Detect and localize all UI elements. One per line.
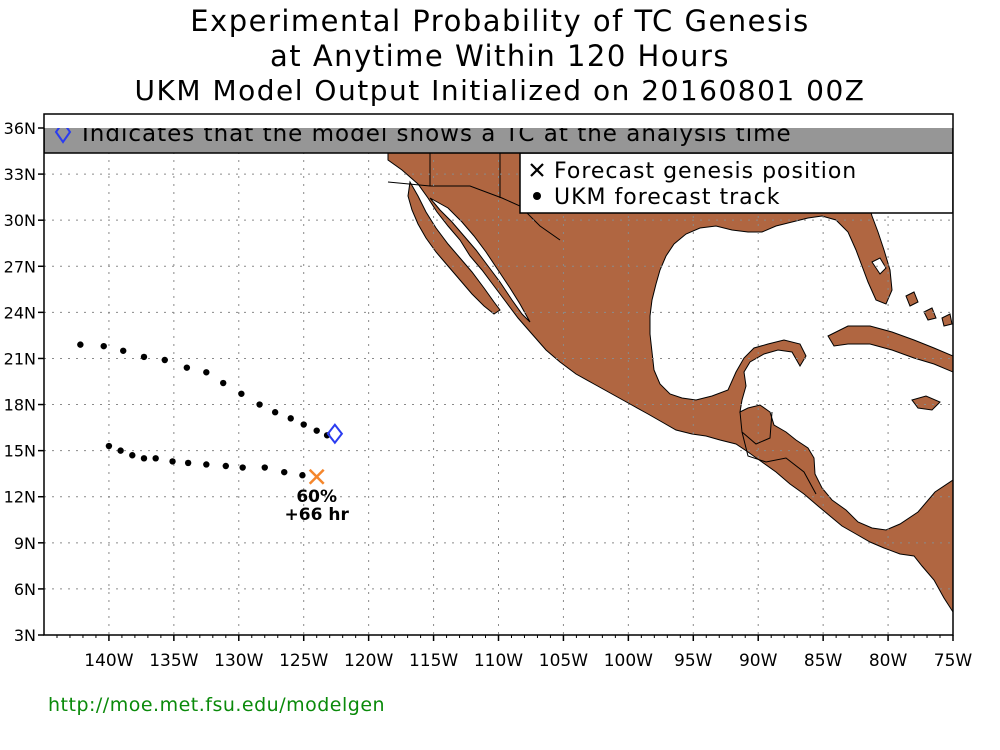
x-tick-label: 90W [739,651,778,671]
map-plot-area: 60% +66 hr Forecast genesis position UKM… [44,121,953,635]
x-tick-label: 80W [869,651,908,671]
y-tick-label: 18N [4,396,36,415]
track-point [184,459,192,467]
y-tick-label: 27N [4,257,36,276]
track-point [261,464,268,471]
track-point [281,468,288,476]
x-tick-label: 110W [474,651,523,671]
source-url[interactable]: http://moe.met.fsu.edu/modelgen [48,694,386,716]
diamond-icon [54,128,72,144]
y-tick-label: 24N [4,303,36,322]
track-point [203,461,210,468]
x-tick-label: 135W [149,651,198,671]
land-cuba [827,325,953,373]
track-point [238,390,245,397]
x-tick-label: 120W [344,651,393,671]
y-tick-label: 36N [4,119,36,138]
track-point [183,364,191,371]
track-point [117,447,124,454]
track-point [161,356,168,364]
track-point [152,455,159,462]
track-point [271,409,279,416]
track-point [129,452,136,459]
legend: Forecast genesis position UKM forecast t… [519,152,953,214]
analysis-tc-diamond-icon [326,423,344,445]
land-north-america [387,145,953,613]
y-tick-label: 30N [4,211,36,230]
x-tick-label: 75W [934,651,973,671]
y-tick-label: 21N [4,349,36,368]
track-point [220,379,227,387]
track-point [100,342,107,350]
chart-subtitle: at Anytime Within 120 Hours [269,39,730,73]
y-tick-label: 33N [4,165,36,184]
track-point [287,415,294,422]
track-point [169,458,176,465]
border-central-america [739,411,773,445]
track-point [299,472,306,479]
dot-icon [533,192,541,200]
land-baja-california [407,180,501,315]
forecast-tracks [77,341,331,479]
y-tick-label: 3N [14,626,36,645]
x-tick-label: 140W [84,651,133,671]
track-point [313,427,320,434]
x-axis: 140W 135W 130W 125W 120W 115W 110W 105W 100W 95W 9… [56,635,973,671]
track-point [256,401,263,408]
y-tick-label: 9N [14,534,36,553]
x-tick-label: 95W [674,651,713,671]
genesis-probability-label: 60% [296,487,337,507]
track-point [203,369,210,376]
genesis-lead-time-label: +66 hr [285,505,350,525]
legend-genesis-label: Forecast genesis position [554,159,857,184]
land-florida-keys [871,257,887,275]
legend-track-label: UKM forecast track [554,185,780,210]
x-tick-label: 85W [804,651,843,671]
x-tick-label: 130W [214,651,263,671]
track-point [140,455,148,462]
track-point [120,347,127,354]
genesis-x-icon [308,468,325,485]
gulf-of-california [429,197,531,323]
y-tick-label: 6N [14,580,36,599]
track-point [105,442,113,450]
y-axis: 3N 6N 9N 12N 15N 18N 21N 24N 27N 30N 33N 36N [4,119,44,645]
x-mark-icon [530,163,544,177]
track-point [222,462,229,470]
land-bahamas [905,291,953,327]
track-point [140,353,148,361]
chart-title: Experimental Probability of TC Genesis [190,4,810,38]
y-tick-label: 12N [4,488,36,507]
analysis-banner: Indicates that the model shows a TC at t… [44,121,953,154]
y-tick-label: 15N [4,442,36,461]
land-jamaica [911,395,941,411]
track-point [239,464,246,471]
initialization-line: UKM Model Output Initialized on 20160801… [134,74,866,107]
genesis-x-stroke [308,468,325,485]
x-tick-label: 105W [539,651,588,671]
banner-text: Indicates that the model shows a TC at t… [82,121,792,147]
x-tick-label: 100W [604,651,653,671]
track-point [77,341,84,348]
x-tick-label: 125W [279,651,328,671]
x-tick-label: 115W [409,651,458,671]
track-point [300,421,307,428]
